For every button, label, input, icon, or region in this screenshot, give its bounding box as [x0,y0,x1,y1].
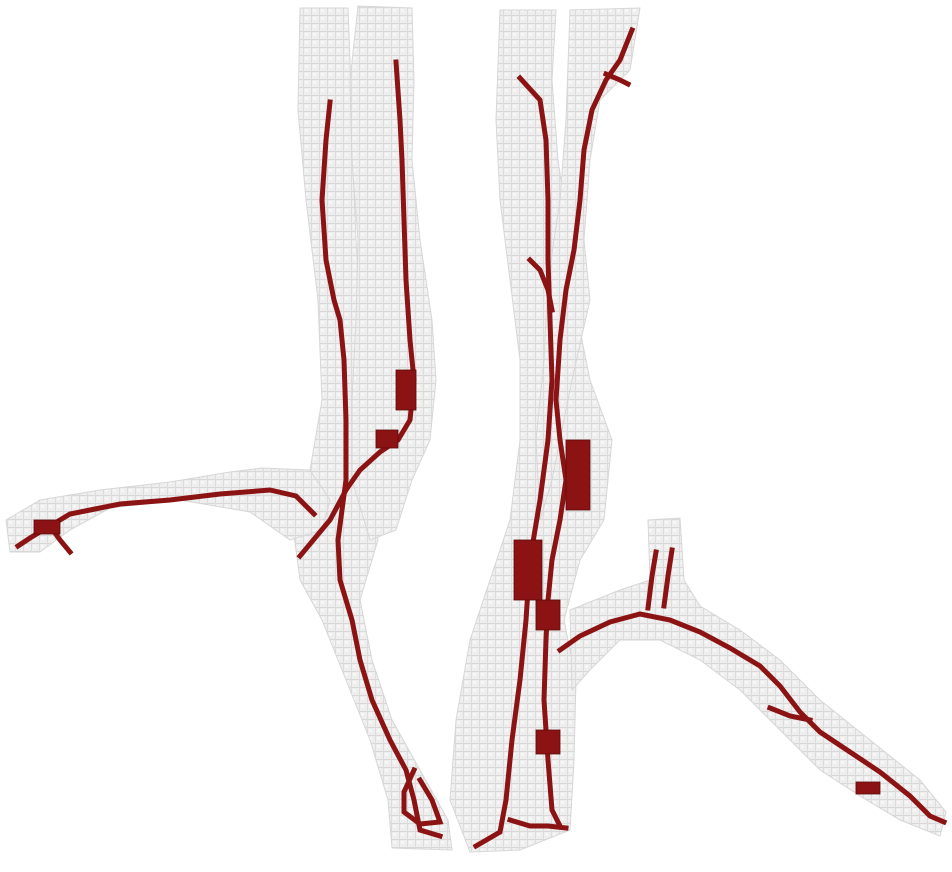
centerline-right-branch [556,611,948,826]
vessel-shell-left-branch [5,467,331,553]
centerline-left-loop [401,766,444,827]
cluster-right-lower [535,729,561,755]
cluster-center-c [535,599,561,631]
centerline-left-1 [319,99,444,840]
cluster-right-branch-tip [855,781,881,795]
centerline-center-1 [472,74,555,850]
cluster-center-a [513,539,543,601]
centerline-right-1 [541,26,636,830]
cluster-center-b [565,439,591,511]
centerline-cluster-group [33,369,881,795]
centerline-right-branch-c [766,704,813,723]
vessel-shell-right-branch [569,517,947,837]
vessel-shell-group [5,5,947,853]
centerline-right-branch-up2 [661,547,675,609]
vessel-shell-left-inner [349,5,437,541]
cluster-left-mid [375,429,399,449]
centerline-center-lower [506,816,569,831]
cluster-left-upper [395,369,417,411]
centerline-right-1b [602,70,632,88]
centerline-center-2 [526,256,555,313]
centerline-right-branch-up1 [645,549,659,611]
cluster-left-branch-tip [33,519,61,535]
